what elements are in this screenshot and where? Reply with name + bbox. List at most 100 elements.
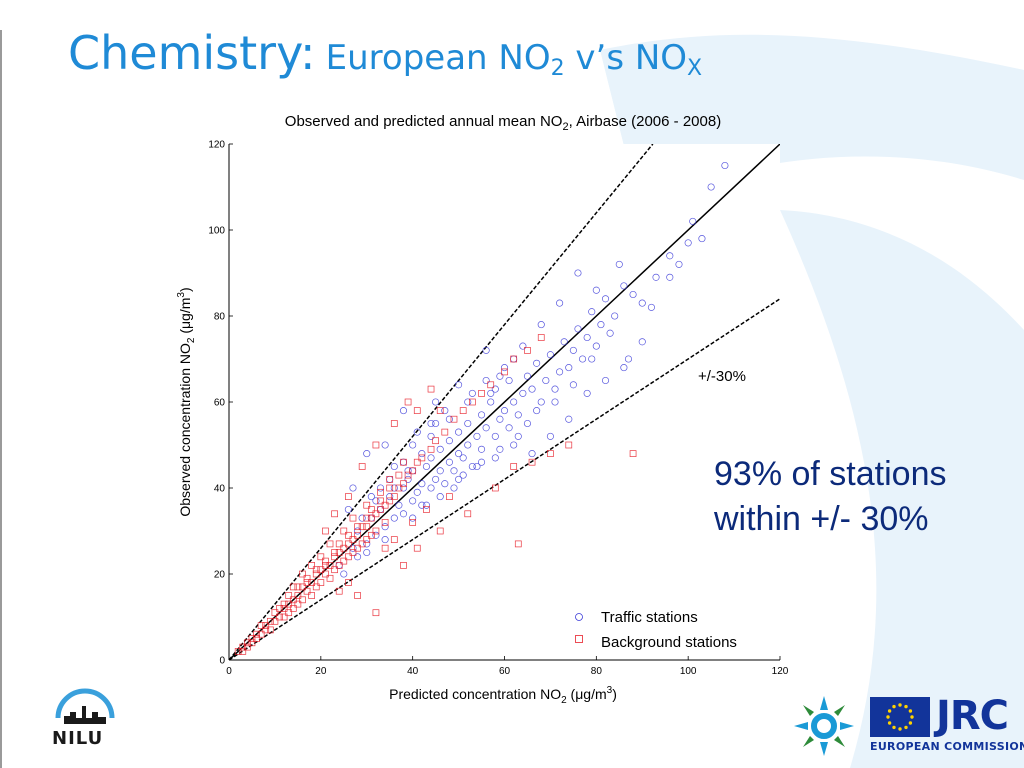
background-station-point (377, 497, 384, 505)
traffic-station-point (546, 351, 554, 359)
background-station-point (340, 544, 348, 552)
background-station-point (345, 540, 352, 548)
traffic-station-point (551, 385, 559, 393)
background-station-point (510, 463, 518, 470)
legend: Traffic stations Background stations (575, 609, 737, 651)
background-station-point (331, 549, 338, 556)
background-station-point (266, 617, 274, 625)
y-tick-label: 40 (214, 484, 226, 495)
traffic-station-point (473, 462, 481, 471)
traffic-station-point (537, 398, 545, 406)
traffic-station-point (381, 523, 389, 531)
background-station-point (478, 390, 485, 397)
background-station-point (308, 592, 315, 599)
background-station-point (358, 540, 366, 548)
traffic-station-point (500, 407, 509, 415)
background-station-point (441, 428, 449, 436)
traffic-station-point (629, 290, 637, 299)
traffic-station-point (390, 484, 398, 492)
traffic-station-point (482, 424, 490, 432)
traffic-station-point (510, 398, 518, 406)
background-station-point (409, 467, 417, 475)
traffic-station-point (519, 389, 527, 397)
traffic-station-point (445, 458, 453, 466)
traffic-station-point (533, 359, 541, 367)
traffic-station-point (523, 372, 532, 380)
y-axis-ticks: 0 20 40 60 80 100 120 (208, 140, 233, 667)
background-station-point (404, 398, 412, 406)
background-station-point (528, 458, 536, 466)
traffic-station-point (611, 312, 619, 320)
background-station-point (354, 531, 361, 539)
background-station-point (335, 562, 343, 569)
band-annotation: +/-30% (698, 368, 746, 385)
background-station-point (303, 579, 311, 586)
background-station-point (386, 484, 394, 492)
background-station-point (285, 609, 293, 617)
x-tick-label: 120 (772, 666, 789, 677)
background-station-point (469, 398, 476, 406)
background-station-point (367, 531, 375, 539)
background-station-point (400, 562, 407, 569)
traffic-station-point (583, 333, 591, 342)
traffic-station-point (510, 441, 518, 449)
title-sub-text: European NO (325, 38, 551, 78)
background-station-point (349, 536, 357, 543)
background-station-point (244, 639, 251, 647)
background-station-point (266, 626, 274, 634)
background-station-point (285, 600, 293, 608)
title-subscript-2: X (687, 56, 703, 81)
background-station-point (280, 605, 288, 612)
traffic-station-point (624, 355, 633, 363)
traffic-station-point (638, 299, 646, 307)
background-station-point (308, 562, 315, 569)
traffic-station-point (542, 376, 550, 385)
traffic-station-point (477, 445, 486, 453)
scatter-chart: Observed and predicted annual mean NO2, … (176, 113, 789, 704)
traffic-station-point (500, 364, 509, 372)
background-station-point (446, 493, 453, 500)
traffic-station-point (698, 235, 706, 243)
traffic-station-point (583, 389, 591, 397)
traffic-station-point (372, 497, 380, 505)
eu-flag-icon (870, 697, 930, 737)
data-points (234, 161, 729, 655)
background-station-point (363, 536, 371, 543)
traffic-station-point (487, 389, 495, 397)
background-station-point (390, 536, 398, 543)
traffic-station-point (418, 450, 426, 458)
traffic-station-point (399, 484, 408, 492)
traffic-station-point (418, 501, 426, 509)
background-station-point (501, 368, 508, 376)
background-station-point (372, 510, 380, 518)
background-station-point (289, 596, 297, 604)
background-station-point (289, 605, 297, 612)
y-tick-label: 0 (219, 656, 225, 667)
background-station-point (349, 549, 357, 556)
background-station-point (395, 484, 403, 492)
jrc-wordmark: JRC (936, 693, 1009, 739)
background-station-point (400, 458, 407, 466)
background-station-point (354, 592, 361, 599)
background-station-point (299, 583, 306, 591)
traffic-station-point (505, 424, 513, 432)
traffic-station-point (606, 329, 614, 337)
traffic-station-point (556, 368, 564, 376)
traffic-station-point (556, 299, 564, 307)
traffic-station-point (427, 419, 435, 428)
traffic-station-point (413, 488, 421, 496)
traffic-station-point (455, 475, 463, 483)
background-station-point (308, 579, 315, 586)
background-station-point (418, 454, 426, 462)
background-station-point (345, 531, 352, 539)
background-station-point (294, 583, 302, 591)
traffic-station-point (597, 321, 605, 329)
traffic-station-point (418, 480, 426, 488)
reference-line-0 (229, 144, 780, 660)
background-station-point (322, 527, 329, 535)
background-station-point (257, 630, 265, 638)
traffic-station-point (477, 411, 486, 419)
traffic-station-point (721, 161, 729, 170)
traffic-station-point (409, 514, 417, 522)
traffic-station-point (354, 553, 362, 561)
